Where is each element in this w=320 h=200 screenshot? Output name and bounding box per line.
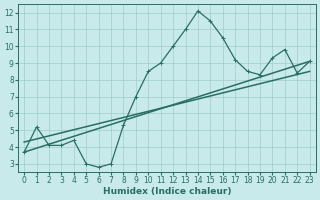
X-axis label: Humidex (Indice chaleur): Humidex (Indice chaleur) — [103, 187, 231, 196]
